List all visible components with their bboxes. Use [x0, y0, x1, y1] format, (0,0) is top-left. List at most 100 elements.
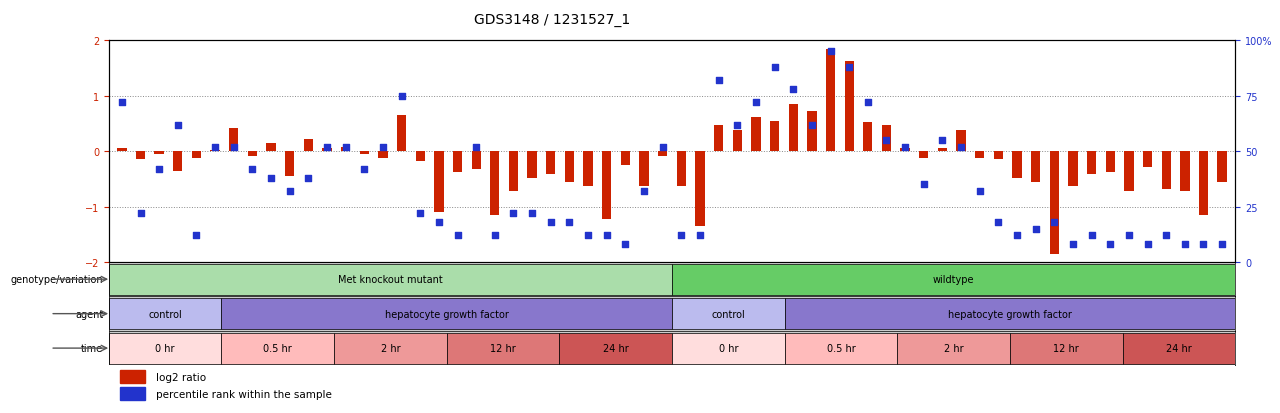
Bar	[956, 131, 965, 152]
Bar	[1087, 152, 1096, 175]
Point	[392, 93, 412, 100]
Point	[466, 144, 486, 151]
Bar	[434, 152, 444, 213]
Point	[708, 78, 728, 84]
Point	[355, 166, 375, 173]
Point	[111, 100, 132, 107]
FancyBboxPatch shape	[897, 333, 1010, 364]
Point	[1025, 226, 1046, 233]
Point	[316, 144, 337, 151]
FancyBboxPatch shape	[221, 333, 334, 364]
Bar	[397, 116, 406, 152]
Text: 24 hr: 24 hr	[1166, 343, 1192, 353]
Bar	[769, 121, 780, 152]
Point	[522, 210, 543, 217]
Point	[186, 233, 206, 239]
Text: hepatocyte growth factor: hepatocyte growth factor	[948, 309, 1071, 319]
Point	[932, 138, 952, 144]
Point	[801, 122, 822, 128]
Bar	[845, 62, 854, 152]
Point	[877, 138, 897, 144]
Bar	[285, 152, 294, 177]
Bar	[1199, 152, 1208, 215]
Point	[1007, 233, 1028, 239]
Point	[1212, 241, 1233, 248]
FancyBboxPatch shape	[109, 333, 221, 364]
Point	[279, 188, 300, 195]
Bar	[340, 147, 351, 152]
Bar	[732, 131, 742, 152]
Text: agent: agent	[76, 309, 104, 319]
Point	[1193, 241, 1213, 248]
Text: 2 hr: 2 hr	[943, 343, 964, 353]
Text: time: time	[81, 343, 104, 353]
Text: percentile rank within the sample: percentile rank within the sample	[156, 389, 332, 399]
Point	[559, 219, 580, 226]
FancyBboxPatch shape	[785, 299, 1235, 329]
Bar	[323, 149, 332, 152]
Bar	[863, 123, 873, 152]
Bar	[1069, 152, 1078, 186]
Text: 0.5 hr: 0.5 hr	[827, 343, 855, 353]
Point	[783, 87, 804, 93]
Bar	[1143, 152, 1152, 167]
Text: 0.5 hr: 0.5 hr	[264, 343, 292, 353]
Point	[503, 210, 524, 217]
Bar	[1030, 152, 1041, 182]
Text: 2 hr: 2 hr	[380, 343, 401, 353]
Text: 0 hr: 0 hr	[718, 343, 739, 353]
Text: Met knockout mutant: Met knockout mutant	[338, 275, 443, 285]
Bar	[808, 112, 817, 152]
Point	[653, 144, 673, 151]
Point	[372, 144, 393, 151]
Point	[577, 233, 598, 239]
Bar	[900, 149, 910, 152]
Point	[205, 144, 225, 151]
Bar	[490, 152, 499, 215]
Bar	[602, 152, 612, 219]
Bar	[379, 152, 388, 159]
Bar	[173, 152, 183, 171]
Point	[746, 100, 767, 107]
Bar	[1161, 152, 1171, 190]
Bar	[210, 151, 220, 152]
Bar	[192, 152, 201, 159]
Point	[1044, 219, 1065, 226]
Bar	[155, 152, 164, 154]
Bar	[621, 152, 630, 166]
Bar	[882, 125, 891, 152]
Bar	[919, 152, 928, 159]
FancyBboxPatch shape	[672, 333, 785, 364]
Point	[485, 233, 506, 239]
Text: control: control	[148, 309, 182, 319]
FancyBboxPatch shape	[334, 333, 447, 364]
Text: log2 ratio: log2 ratio	[156, 372, 206, 382]
Point	[634, 188, 654, 195]
Point	[429, 219, 449, 226]
Point	[858, 100, 878, 107]
Bar	[751, 118, 760, 152]
Point	[764, 64, 785, 71]
Point	[1138, 241, 1158, 248]
Point	[914, 182, 934, 188]
Point	[148, 166, 169, 173]
Bar	[303, 140, 314, 152]
Bar	[471, 152, 481, 169]
Text: 12 hr: 12 hr	[490, 343, 516, 353]
FancyBboxPatch shape	[672, 299, 785, 329]
Bar	[695, 152, 704, 226]
Bar	[136, 152, 145, 160]
Bar	[266, 143, 275, 152]
Text: 12 hr: 12 hr	[1053, 343, 1079, 353]
Bar	[993, 152, 1004, 160]
FancyBboxPatch shape	[785, 333, 897, 364]
Point	[951, 144, 972, 151]
Point	[335, 144, 356, 151]
Bar	[120, 387, 145, 400]
Point	[131, 210, 151, 217]
Point	[298, 175, 319, 182]
Point	[1100, 241, 1120, 248]
Point	[690, 233, 710, 239]
FancyBboxPatch shape	[109, 299, 221, 329]
Point	[1156, 233, 1176, 239]
